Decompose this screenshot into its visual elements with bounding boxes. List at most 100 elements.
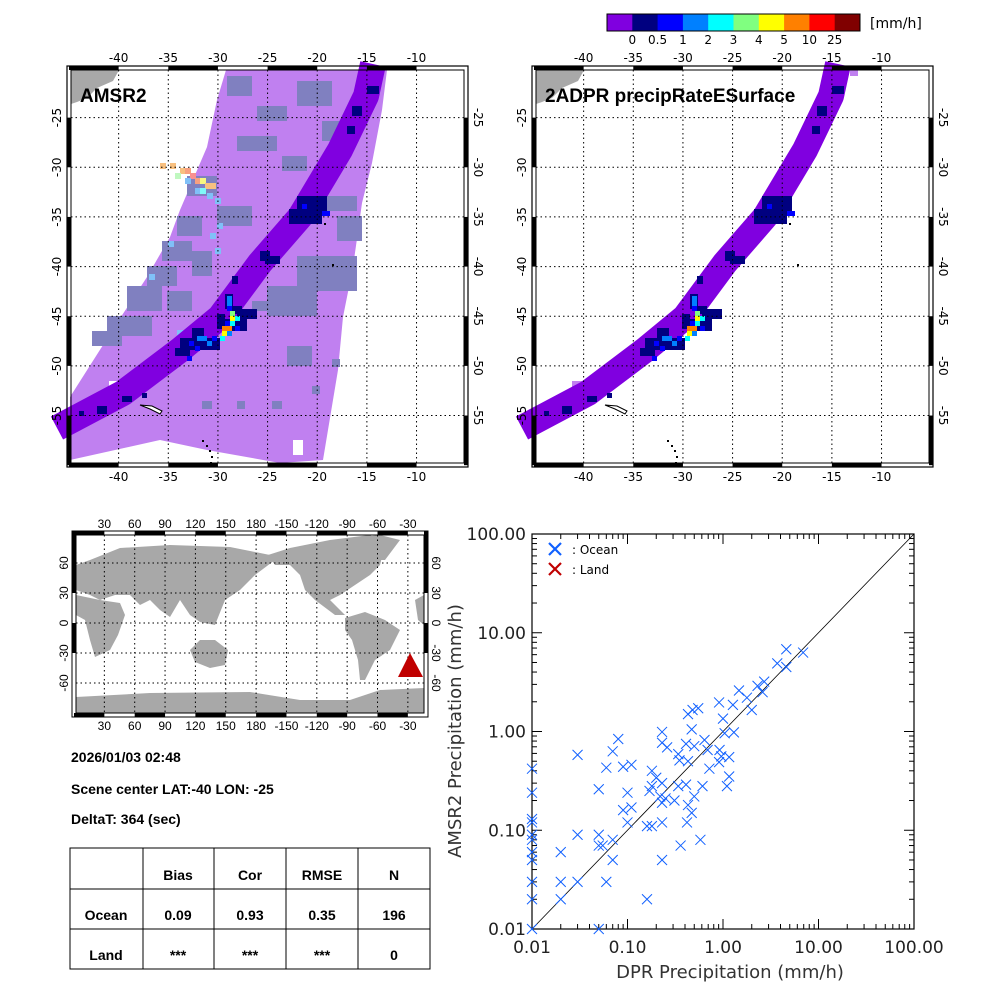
frame-band (316, 531, 348, 535)
lat-tick-label-right: -35 (936, 207, 950, 227)
frame-band (67, 316, 71, 366)
rain-cell (695, 321, 700, 326)
frame-band (256, 531, 287, 535)
land-cor: *** (242, 947, 259, 963)
colorbar-bin (657, 14, 684, 31)
colorbar-tick-label: 0 (628, 33, 636, 47)
island-dot (211, 456, 213, 458)
data-point-ocean (646, 780, 658, 792)
legend-label: : Ocean (572, 543, 618, 557)
colorbar-bin (758, 14, 785, 31)
frame-band (633, 463, 683, 467)
data-point-ocean (702, 744, 713, 756)
land-n: 0 (390, 947, 398, 963)
colorbar-bin (834, 14, 861, 31)
data-point-ocean (555, 876, 567, 888)
lat-tick-label-right: -55 (471, 406, 485, 426)
rain-cell (195, 178, 201, 184)
land-africa (76, 595, 125, 657)
lat-tick-label-left: -30 (515, 157, 529, 177)
world-lon-label-bottom: 120 (185, 719, 205, 733)
data-point-ocean (593, 783, 605, 795)
lat-tick-label-left: -50 (515, 356, 529, 376)
world-lon-label-top: -150 (274, 517, 298, 531)
rain-cell (562, 406, 572, 414)
land-area (536, 70, 584, 104)
data-point-ocean (526, 763, 538, 775)
data-point-ocean (526, 846, 538, 858)
datetime-label: 2026/01/03 02:48 (71, 749, 181, 765)
lon-tick-label-bottom: -25 (258, 470, 278, 484)
data-point-ocean (641, 820, 653, 832)
dpr-map: -40 -40 -35 -35 -30 -30 -25 -25 -20 -20 -15 -15 -10 -… (515, 51, 950, 484)
scene-location-marker (398, 653, 423, 677)
frame-band (67, 216, 71, 267)
frame-band (316, 713, 348, 717)
light-rain-cell (147, 266, 177, 286)
data-point-ocean (597, 840, 609, 851)
rain-cell (207, 341, 212, 346)
frame-band (67, 117, 71, 168)
rain-cell (587, 396, 597, 402)
lat-tick-label-left: -55 (515, 406, 529, 426)
frame-band (633, 66, 683, 70)
data-point-ocean (688, 791, 700, 802)
island-south-georgia (139, 404, 163, 415)
world-lon-label-bottom: -90 (338, 719, 356, 733)
scene-center-label: Scene center LAT:-40 LON: -25 (71, 781, 274, 797)
colorbar-bin (733, 14, 760, 31)
light-rain-cell (217, 206, 252, 226)
data-point-ocean (626, 759, 637, 771)
colorbar-bin (708, 14, 734, 31)
data-point-ocean (526, 876, 538, 888)
rain-cell (685, 336, 690, 341)
rain-cell (175, 348, 190, 356)
lon-tick-label-top: -15 (822, 51, 842, 65)
light-rain-cell (312, 386, 320, 394)
data-point-ocean (757, 686, 768, 698)
x-tick-label: 100.00 (884, 938, 943, 958)
lon-tick-label-top: -35 (623, 51, 643, 65)
rain-cell (222, 326, 227, 331)
y-tick-label: 0.10 (488, 821, 526, 841)
lon-tick-label-bottom: -10 (407, 470, 427, 484)
lat-tick-label-left: -30 (50, 157, 64, 177)
data-point-ocean (780, 643, 792, 655)
world-locator-map: 30 30 60 60 90 90 120 120 150 150 180 180 -150 -150 -1… (57, 517, 443, 733)
world-lat-label-right: -60 (429, 674, 443, 692)
colorbar-tick-label: 2 (704, 33, 712, 47)
rain-cell (692, 296, 697, 301)
colorbar-tick-label: 1 (679, 33, 687, 47)
rain-cell (210, 233, 216, 239)
data-point-ocean (727, 699, 739, 711)
rain-cell (832, 86, 844, 94)
rain-cell (230, 316, 235, 321)
colorbar-bin (784, 14, 810, 31)
data-point-ocean (681, 817, 693, 828)
rain-cell (772, 214, 787, 224)
frame-band (532, 415, 536, 466)
rain-cell (230, 311, 235, 316)
frame-band (424, 623, 428, 653)
data-point-ocean (713, 697, 725, 708)
world-lon-label-bottom: 90 (158, 719, 172, 733)
rain-cell (192, 328, 204, 338)
frame-band (464, 415, 468, 466)
world-lon-label-top: 30 (98, 517, 112, 531)
frame-band (464, 216, 468, 267)
y-tick-label: 1.00 (488, 723, 526, 743)
data-point-ocean (607, 745, 619, 757)
frame-band (532, 117, 536, 168)
data-point-ocean (780, 661, 792, 673)
world-lon-label-top: -90 (338, 517, 356, 531)
data-point-ocean (526, 923, 538, 935)
world-lon-label-top: 90 (158, 517, 172, 531)
rain-cell (640, 348, 655, 356)
rain-cell (322, 211, 330, 216)
rain-cell (227, 296, 232, 301)
island-dot (206, 445, 208, 447)
data-point-ocean (714, 744, 725, 756)
data-point-ocean (723, 771, 735, 782)
land-west-africa (415, 595, 424, 625)
data-point-ocean (741, 692, 753, 704)
